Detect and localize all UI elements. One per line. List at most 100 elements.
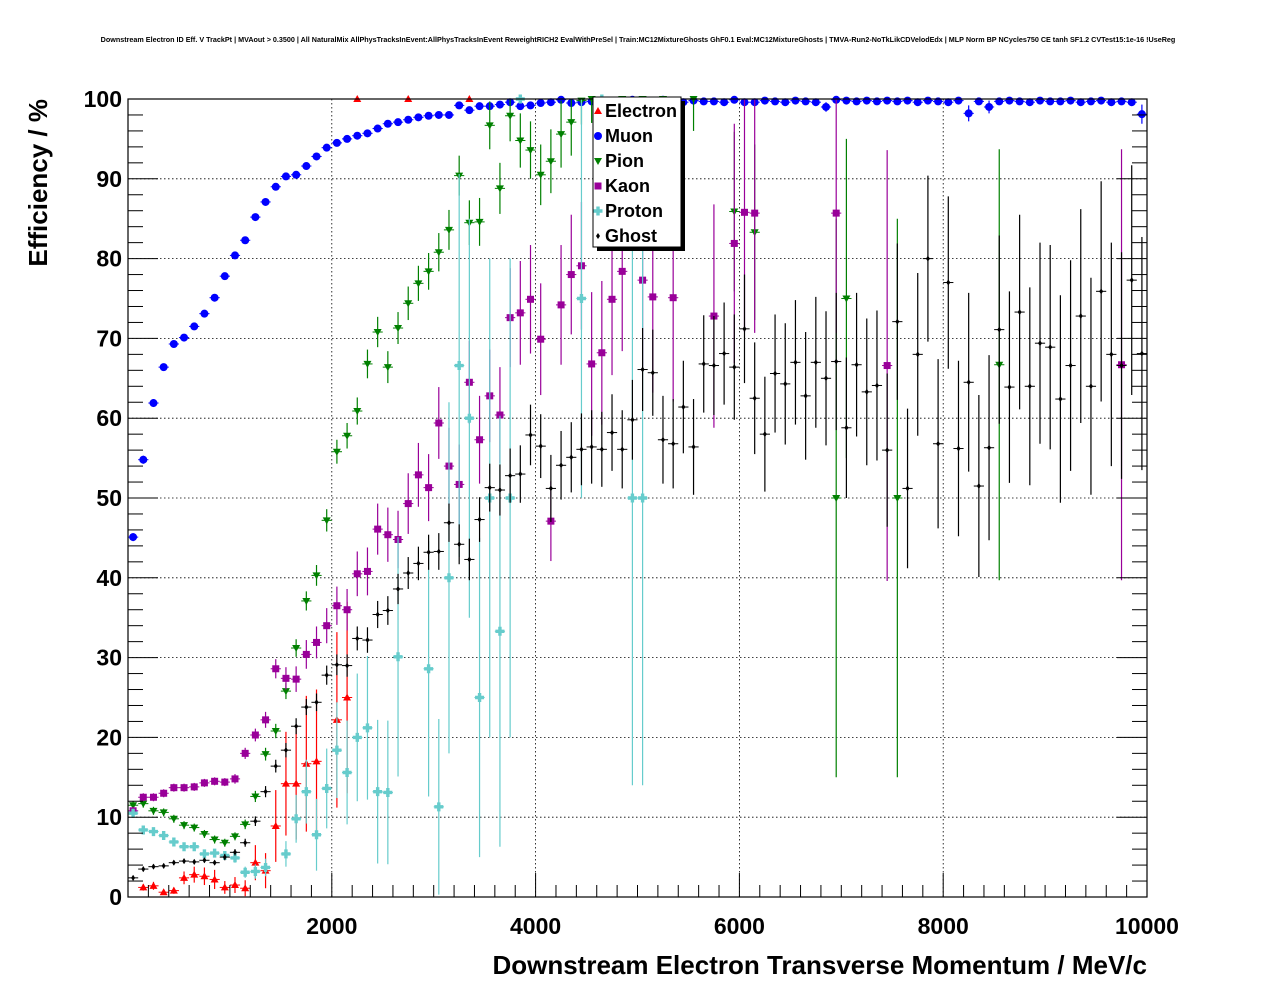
data-point [834, 358, 839, 365]
data-point [169, 837, 179, 847]
data-point [883, 362, 891, 370]
x-axis-title: Downstream Electron Transverse Momentum … [492, 950, 1147, 980]
data-point [608, 295, 616, 303]
data-point [292, 170, 301, 179]
data-point [813, 359, 818, 366]
legend-label-pion: Pion [605, 151, 644, 171]
data-point [773, 370, 778, 377]
data-point [516, 137, 525, 145]
data-point [396, 585, 401, 592]
data-point [874, 382, 879, 389]
y-tick-label: 80 [96, 246, 122, 272]
data-point [314, 699, 319, 706]
data-point [454, 361, 464, 371]
data-point [944, 98, 953, 107]
data-point [220, 272, 229, 281]
data-point [302, 650, 310, 658]
data-point [485, 122, 494, 130]
axes: 2000 4000 6000 8000 10000 0 10 20 30 40 50 60 70 80 90… [84, 86, 1179, 939]
data-point [343, 606, 351, 614]
data-point [618, 267, 626, 275]
data-point [435, 419, 443, 427]
data-point [241, 236, 250, 245]
x-tick-label: 10000 [1115, 913, 1179, 939]
data-point [883, 96, 892, 105]
data-point [169, 339, 178, 348]
data-point [579, 446, 584, 453]
data-point [273, 763, 278, 770]
data-point [495, 626, 505, 636]
y-tick-label: 40 [96, 565, 122, 591]
data-point [322, 517, 331, 525]
data-point [1038, 340, 1043, 347]
data-point [691, 443, 696, 450]
data-point [536, 171, 545, 179]
y-tick-label: 0 [109, 884, 122, 910]
data-point [832, 495, 841, 502]
data-point [385, 607, 390, 614]
legend-marker-kaon [594, 182, 602, 190]
data-point [169, 886, 178, 894]
data-point [353, 570, 361, 578]
data-point [343, 432, 352, 440]
data-point [243, 839, 248, 846]
data-point [598, 349, 606, 357]
data-point [210, 848, 220, 858]
legend-marker-ghost [596, 233, 600, 239]
y-tick-label: 10 [96, 804, 122, 830]
series-proton [128, 94, 648, 895]
data-point [332, 745, 342, 755]
y-axis-title: Efficiency / % [23, 99, 53, 267]
data-point [630, 416, 635, 423]
series-ghost [128, 165, 1147, 881]
data-point [465, 106, 474, 115]
data-point [905, 485, 910, 492]
data-point [913, 98, 922, 107]
x-tick-label: 2000 [306, 913, 357, 939]
data-point [985, 102, 994, 111]
data-point [324, 672, 329, 679]
data-point [230, 881, 239, 889]
data-point [199, 849, 209, 859]
data-point [283, 747, 288, 754]
data-point [862, 96, 871, 105]
data-point [294, 723, 299, 730]
data-point [190, 870, 199, 878]
data-point [546, 98, 555, 107]
data-point [455, 101, 464, 110]
data-point [854, 361, 859, 368]
data-point [527, 295, 535, 303]
data-point [139, 793, 147, 801]
data-point [893, 495, 902, 502]
data-point [627, 493, 637, 503]
data-point [292, 779, 301, 787]
legend-label-proton: Proton [605, 201, 663, 221]
data-point [363, 567, 371, 575]
data-point [424, 268, 433, 276]
data-point [885, 447, 890, 454]
data-point [557, 131, 566, 139]
data-point [923, 96, 932, 105]
data-point [1076, 98, 1085, 107]
data-point [464, 413, 474, 423]
legend-marker-proton [593, 206, 603, 216]
data-point [742, 325, 747, 332]
data-point [149, 793, 157, 801]
data-point [444, 110, 453, 119]
data-point [506, 112, 515, 120]
data-point [138, 825, 148, 835]
data-point [149, 881, 158, 889]
data-point [251, 858, 260, 866]
data-point [842, 295, 851, 303]
series-pion [128, 96, 1005, 847]
data-point [864, 388, 869, 395]
data-point [915, 351, 920, 358]
data-point [240, 867, 250, 877]
data-point [343, 134, 352, 143]
data-point [791, 96, 800, 105]
data-point [322, 783, 332, 793]
data-point [516, 102, 525, 111]
data-point [190, 322, 199, 331]
data-point [250, 866, 260, 876]
data-point [261, 197, 270, 206]
